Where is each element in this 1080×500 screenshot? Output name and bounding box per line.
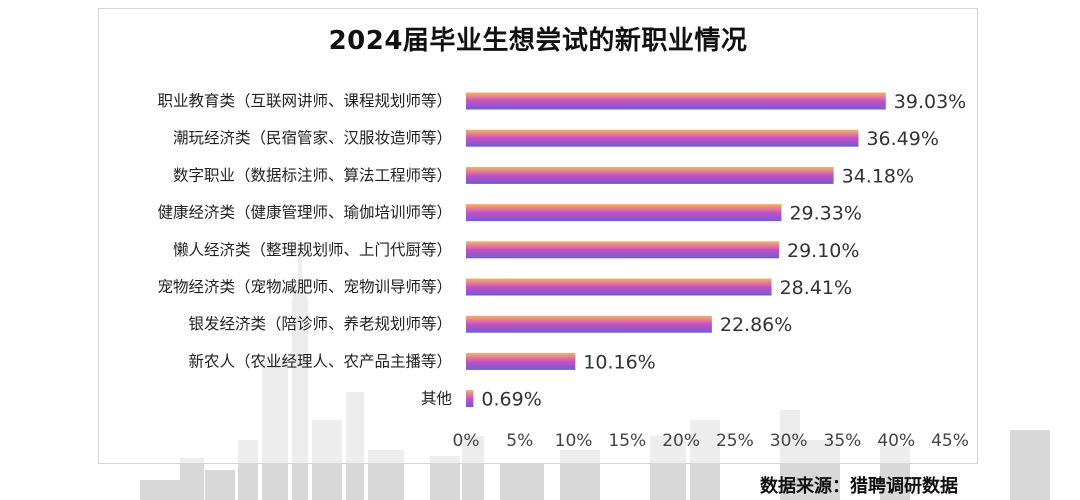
- data-label: 36.49%: [866, 128, 938, 150]
- data-label: 29.10%: [787, 240, 859, 262]
- chart-card: [98, 8, 978, 464]
- bar: [466, 241, 779, 259]
- bar: [466, 92, 886, 110]
- data-label: 10.16%: [583, 351, 655, 373]
- bar: [466, 315, 712, 333]
- x-tick-label: 0%: [453, 431, 480, 451]
- x-tick-label: 40%: [877, 431, 915, 451]
- bar: [466, 390, 474, 408]
- bar: [466, 129, 859, 147]
- x-tick-label: 5%: [506, 431, 533, 451]
- data-label: 0.69%: [481, 389, 541, 411]
- category-label: 宠物经济类（宠物减肥师、宠物训导师等）: [157, 278, 452, 296]
- category-label: 健康经济类（健康管理师、瑜伽培训师等）: [157, 204, 452, 222]
- bar: [466, 166, 834, 184]
- x-tick-label: 20%: [662, 431, 700, 451]
- x-tick-label: 30%: [770, 431, 808, 451]
- category-label: 职业教育类（互联网讲师、课程规划师等）: [157, 92, 452, 110]
- data-label: 29.33%: [789, 203, 861, 225]
- bar: [466, 352, 576, 370]
- category-label: 懒人经济类（整理规划师、上门代厨等）: [173, 241, 452, 259]
- category-label: 潮玩经济类（民宿管家、汉服妆造师等）: [173, 129, 452, 147]
- category-label: 银发经济类（陪诊师、养老规划师等）: [188, 315, 452, 333]
- data-label: 34.18%: [842, 165, 914, 187]
- x-tick-label: 35%: [824, 431, 862, 451]
- bar: [466, 204, 782, 222]
- chart-title: 2024届毕业生想尝试的新职业情况: [328, 26, 748, 56]
- source-note: 数据来源：猎聘调研数据: [760, 476, 958, 497]
- x-tick-label: 45%: [931, 431, 969, 451]
- bar-chart: 职业教育类（互联网讲师、课程规划师等） 39.03% 潮玩经济类（民宿管家、汉服妆造…: [157, 91, 969, 451]
- x-tick-label: 15%: [608, 431, 646, 451]
- category-label: 其他: [421, 390, 452, 408]
- x-tick-label: 10%: [555, 431, 593, 451]
- bar: [466, 278, 772, 296]
- x-tick-label: 25%: [716, 431, 754, 451]
- category-label: 数字职业（数据标注师、算法工程师等）: [173, 165, 452, 184]
- data-label: 28.41%: [780, 277, 852, 299]
- data-label: 39.03%: [894, 91, 966, 113]
- category-label: 新农人（农业经理人、农产品主播等）: [188, 352, 452, 370]
- data-label: 22.86%: [720, 314, 792, 336]
